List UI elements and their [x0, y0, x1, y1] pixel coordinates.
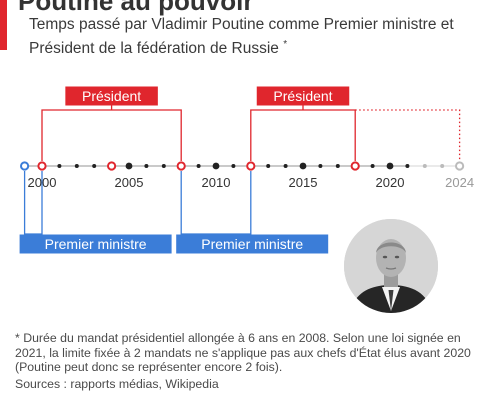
- year-marker-2005: [125, 162, 133, 170]
- putin-photo: [344, 219, 438, 313]
- year-marker-2011: [231, 164, 236, 168]
- president-bracket-1: [41, 109, 182, 161]
- subtitle-footnote-marker: *: [283, 39, 288, 50]
- footnote: * Durée du mandat présidentiel allongée …: [15, 331, 471, 375]
- year-marker-2015: [299, 162, 307, 170]
- year-marker-2022: [422, 164, 427, 168]
- president-label-2: Président: [256, 86, 350, 106]
- accent-bar: [0, 0, 7, 50]
- president-bracket-2: [250, 109, 356, 161]
- subtitle-text: Temps passé par Vladimir Poutine comme P…: [29, 16, 454, 58]
- chart-title: Poutine au pouvoir: [18, 0, 254, 16]
- prime-minister-label-1-text: Premier ministre: [45, 236, 147, 252]
- prime-minister-label-2: Premier ministre: [176, 234, 329, 254]
- year-marker-2007: [161, 164, 166, 168]
- year-marker-2008: [176, 161, 186, 171]
- prime-minister-label-2-text: Premier ministre: [201, 236, 303, 252]
- chart-subtitle: Temps passé par Vladimir Poutine comme P…: [29, 15, 489, 59]
- prime-minister-label-1: Premier ministre: [19, 234, 172, 254]
- year-marker-2004: [107, 161, 117, 171]
- year-marker-2019: [370, 164, 375, 168]
- tick-label-2015: 2015: [289, 175, 318, 190]
- year-marker-2018: [350, 161, 360, 171]
- year-marker-2001: [57, 164, 62, 168]
- year-marker-1999: [20, 161, 30, 171]
- tick-label-2010: 2010: [202, 175, 231, 190]
- year-marker-2009: [196, 164, 201, 168]
- year-marker-2014: [283, 164, 288, 168]
- tick-label-2024: 2024: [445, 175, 474, 190]
- tick-label-2000: 2000: [28, 175, 57, 190]
- prime-minister-bracket-1: [23, 171, 43, 235]
- president-label-1: Président: [65, 86, 158, 106]
- year-marker-2006: [144, 164, 149, 168]
- sources-note: Sources : rapports médias, Wikipedia: [15, 377, 219, 391]
- year-marker-2016: [318, 164, 323, 168]
- year-marker-2013: [266, 164, 271, 168]
- year-marker-2003: [92, 164, 97, 168]
- prime-minister-label-2-box: [176, 234, 329, 254]
- year-marker-2017: [335, 164, 340, 168]
- portrait-icon: [344, 219, 438, 313]
- tick-label-2005: 2005: [115, 175, 144, 190]
- year-marker-2024: [455, 161, 465, 171]
- year-marker-2000: [37, 161, 47, 171]
- year-marker-2020: [386, 162, 394, 170]
- president-label-1-text: Président: [82, 88, 141, 104]
- president-bracket-extension-2: [355, 109, 461, 161]
- prime-minister-bracket-2: [180, 171, 252, 235]
- year-marker-2010: [212, 162, 220, 170]
- year-marker-2023: [440, 164, 445, 168]
- year-marker-2021: [405, 164, 410, 168]
- tick-label-2020: 2020: [376, 175, 405, 190]
- prime-minister-label-1-box: [19, 234, 172, 254]
- year-marker-2002: [74, 164, 79, 168]
- president-label-1-box: [65, 86, 158, 106]
- president-label-2-text: Président: [273, 88, 332, 104]
- president-label-2-box: [256, 86, 350, 106]
- year-marker-2012: [246, 161, 256, 171]
